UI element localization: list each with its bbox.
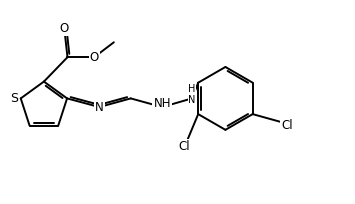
Text: Cl: Cl (281, 119, 293, 132)
Text: N: N (95, 101, 104, 114)
Text: O: O (89, 51, 99, 64)
Text: NH: NH (153, 97, 171, 110)
Text: S: S (10, 92, 18, 105)
Text: O: O (60, 22, 69, 35)
Text: H
N: H N (189, 84, 196, 105)
Text: Cl: Cl (179, 140, 190, 153)
